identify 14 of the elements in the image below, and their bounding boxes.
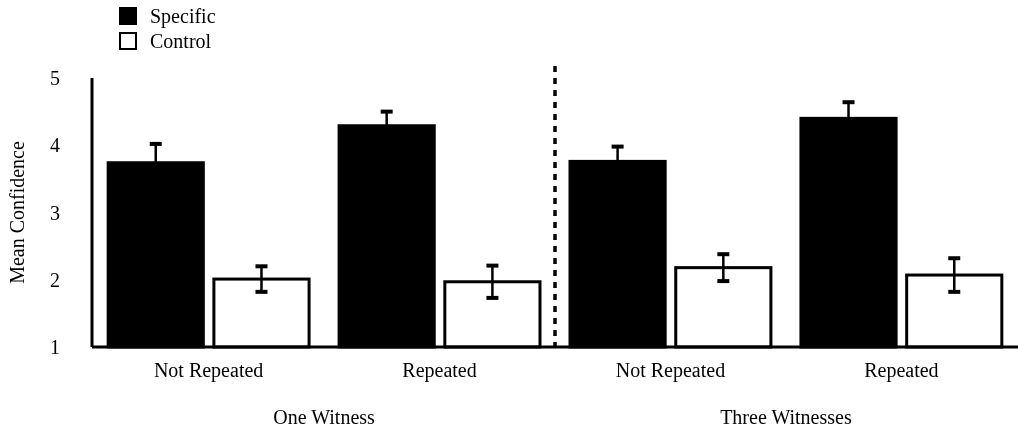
- text: One Witness: [273, 406, 376, 428]
- y-tick-label: 4: [50, 134, 60, 157]
- legend-label: Specific: [150, 5, 216, 28]
- x-tick-label: Not Repeated: [615, 359, 726, 382]
- text: Three Witnesses: [720, 406, 852, 428]
- y-tick-label: 2: [50, 268, 60, 291]
- legend-label: Control: [150, 30, 212, 52]
- y-tick-label: 1: [50, 336, 60, 358]
- x-tick-label: Repeated: [402, 359, 477, 382]
- y-tick-label: 5: [50, 67, 60, 89]
- y-axis-title: Mean Confidence: [6, 141, 28, 284]
- x-tick-label: Repeated: [864, 359, 939, 382]
- y-tick-label: 3: [50, 201, 60, 224]
- x-tick-label: Not Repeated: [153, 359, 264, 382]
